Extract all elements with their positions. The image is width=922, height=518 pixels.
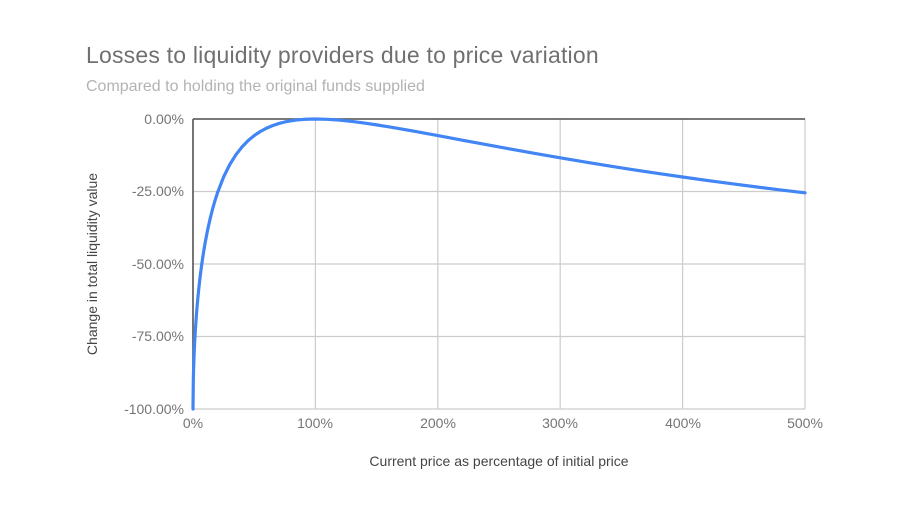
x-axis-title: Current price as percentage of initial p… bbox=[369, 453, 629, 469]
y-tick-label: -50.00% bbox=[131, 256, 184, 272]
y-tick-label: -100.00% bbox=[124, 401, 184, 417]
x-tick-label: 400% bbox=[665, 415, 701, 431]
x-tick-label: 100% bbox=[297, 415, 333, 431]
x-tick-label: 0% bbox=[182, 415, 204, 431]
y-tick-label: -25.00% bbox=[131, 183, 184, 199]
y-tick-label: 0.00% bbox=[144, 111, 184, 127]
x-tick-label: 300% bbox=[542, 415, 578, 431]
chart-title: Losses to liquidity providers due to pri… bbox=[86, 42, 599, 68]
plot-area bbox=[191, 117, 807, 411]
x-tick-label: 200% bbox=[420, 415, 456, 431]
chart-subtitle: Compared to holding the original funds s… bbox=[86, 78, 425, 95]
y-axis-title: Change in total liquidity value bbox=[84, 172, 100, 356]
y-tick-label: -75.00% bbox=[131, 328, 184, 344]
x-tick-label: 500% bbox=[787, 415, 823, 431]
line-chart-svg bbox=[191, 117, 807, 411]
